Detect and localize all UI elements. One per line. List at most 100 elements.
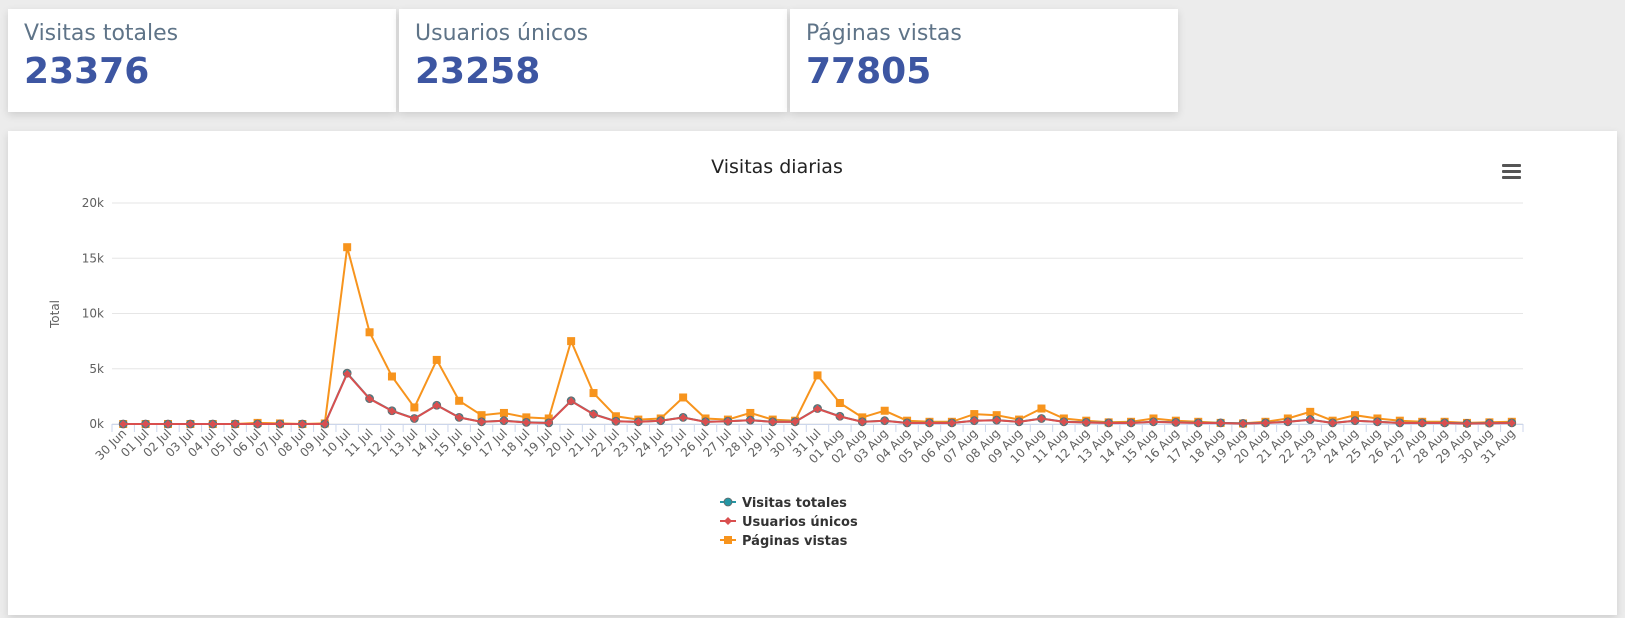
legend-item-visitas_totales[interactable]: Visitas totales	[720, 496, 847, 511]
legend-marker	[723, 497, 733, 507]
hamburger-menu-icon[interactable]	[1498, 159, 1526, 183]
data-point	[522, 413, 531, 422]
data-point	[1127, 419, 1136, 428]
data-point	[589, 410, 598, 419]
stat-value: 23258	[415, 51, 541, 93]
data-point	[544, 414, 553, 423]
legend-label: Visitas totales	[742, 496, 847, 511]
data-point	[186, 420, 195, 428]
data-point	[477, 417, 486, 426]
data-point	[141, 420, 150, 428]
data-point	[1104, 419, 1113, 428]
data-point	[903, 419, 912, 428]
data-point	[835, 412, 844, 421]
data-point	[1082, 418, 1091, 427]
data-point	[208, 420, 217, 428]
data-point	[455, 413, 464, 422]
legend-marker	[724, 536, 732, 544]
data-point	[163, 420, 172, 428]
data-point	[1485, 419, 1494, 428]
data-point	[701, 417, 710, 426]
data-point	[679, 413, 688, 422]
data-point	[835, 399, 844, 408]
data-point	[544, 419, 553, 428]
y-tick-label: 10k	[82, 307, 104, 321]
data-point	[522, 418, 531, 427]
data-point	[1306, 415, 1315, 424]
data-point	[634, 417, 643, 426]
series-line	[123, 246, 1512, 426]
data-point	[1037, 404, 1046, 413]
data-point	[432, 355, 441, 364]
data-point	[656, 416, 665, 425]
data-point	[1239, 419, 1248, 428]
y-tick-label: 20k	[82, 196, 104, 210]
data-point	[477, 411, 486, 420]
data-point	[1440, 419, 1449, 428]
legend-item-usuarios_unicos[interactable]: Usuarios únicos	[720, 515, 858, 530]
data-point	[947, 419, 956, 428]
stat-card-paginas-vistas: Páginas vistas 77805	[790, 9, 1178, 112]
data-point	[1059, 417, 1068, 426]
data-point	[1037, 414, 1046, 423]
data-point	[723, 417, 732, 426]
stat-value: 23376	[24, 51, 150, 93]
data-point	[387, 406, 396, 415]
data-point	[1395, 419, 1404, 428]
y-tick-label: 15k	[82, 251, 104, 265]
data-point	[1149, 417, 1158, 426]
data-point	[858, 417, 867, 426]
data-point	[970, 416, 979, 425]
data-point	[387, 372, 396, 381]
stat-card-usuarios-unicos: Usuarios únicos 23258	[399, 9, 787, 112]
data-point	[1306, 407, 1315, 416]
y-axis-label: Total	[48, 300, 62, 329]
data-point	[231, 420, 240, 428]
data-point	[320, 420, 329, 428]
data-point	[858, 413, 867, 422]
data-point	[343, 243, 352, 252]
data-point	[567, 337, 576, 346]
series-line	[123, 371, 1512, 425]
data-point	[343, 369, 352, 378]
series-usuarios_unicos	[119, 369, 1516, 428]
stat-label: Usuarios únicos	[415, 21, 589, 46]
data-point	[567, 397, 576, 406]
data-point	[925, 419, 934, 428]
data-point	[1283, 417, 1292, 426]
legend-label: Usuarios únicos	[742, 515, 858, 530]
y-tick-label: 5k	[89, 362, 104, 376]
data-point	[589, 389, 598, 398]
data-point	[1261, 419, 1270, 428]
y-tick-label: 0k	[89, 417, 104, 431]
data-point	[813, 404, 822, 413]
data-point	[791, 417, 800, 426]
data-point	[455, 396, 464, 405]
legend-item-paginas_vistas[interactable]: Páginas vistas	[720, 534, 848, 549]
chart-title: Visitas diarias	[711, 156, 843, 178]
legend-label: Páginas vistas	[742, 534, 848, 549]
data-point	[1216, 419, 1225, 428]
data-point	[611, 412, 620, 421]
data-point	[880, 416, 889, 425]
data-point	[992, 411, 1001, 420]
data-point	[1463, 419, 1472, 428]
data-point	[1373, 417, 1382, 426]
data-point	[1194, 419, 1203, 428]
data-point	[499, 416, 508, 425]
data-point	[992, 416, 1001, 425]
data-point	[970, 410, 979, 419]
data-point	[611, 417, 620, 426]
data-point	[746, 416, 755, 425]
stat-label: Visitas totales	[24, 21, 179, 46]
data-point	[119, 420, 128, 428]
data-point	[746, 408, 755, 417]
data-point	[365, 394, 374, 403]
data-point	[410, 403, 419, 412]
data-point	[1351, 411, 1360, 420]
data-point	[1507, 419, 1516, 428]
data-point	[1328, 419, 1337, 428]
data-point	[275, 420, 284, 428]
data-point	[253, 420, 262, 428]
data-point	[679, 393, 688, 402]
